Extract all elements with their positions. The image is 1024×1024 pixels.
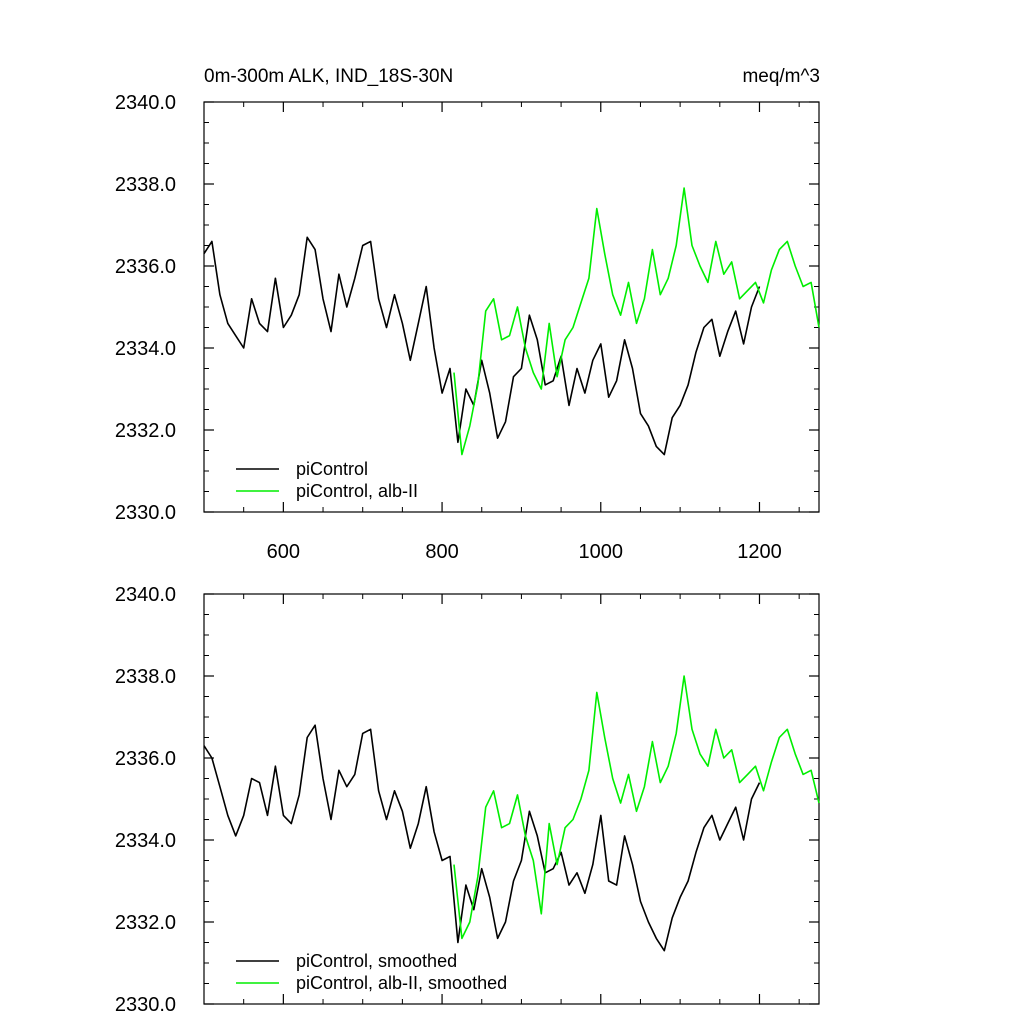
chart-title: 0m-300m ALK, IND_18S-30N bbox=[204, 66, 453, 87]
top-y-tick-label: 2338.0 bbox=[115, 174, 176, 196]
bottom-y-tick-label: 2334.0 bbox=[115, 830, 176, 852]
top-x-tick-label: 1200 bbox=[737, 541, 782, 563]
top-panel: 0m-300m ALK, IND_18S-30N meq/m^3 2330.0 2… bbox=[115, 66, 820, 563]
top-series-line-picontrol bbox=[203, 236, 761, 456]
bottom-y-tick-label: 2338.0 bbox=[115, 666, 176, 688]
units-label: meq/m^3 bbox=[742, 66, 820, 87]
bottom-y-tick-label: 2330.0 bbox=[115, 994, 176, 1016]
legend-label-picontrol-smoothed: piControl, smoothed bbox=[296, 951, 457, 971]
top-x-tick-label: 1000 bbox=[579, 541, 624, 563]
top-y-tick-label: 2330.0 bbox=[115, 502, 176, 524]
top-series-line-picontrol-alb-ii bbox=[453, 187, 820, 456]
top-y-tick-label: 2340.0 bbox=[115, 92, 176, 114]
top-y-tick-label: 2336.0 bbox=[115, 256, 176, 278]
legend-label-picontrol: piControl bbox=[296, 459, 368, 479]
top-plot-frame bbox=[203, 101, 820, 513]
bottom-y-tick-label: 2340.0 bbox=[115, 584, 176, 606]
bottom-y-tick-label: 2332.0 bbox=[115, 912, 176, 934]
bottom-legend: piControl, smoothed piControl, alb-II, s… bbox=[236, 951, 507, 993]
bottom-y-tick-label: 2336.0 bbox=[115, 748, 176, 770]
top-y-tick-label: 2334.0 bbox=[115, 338, 176, 360]
bottom-panel: 2330.0 2332.0 2334.0 2336.0 2338.0 2340.0 piC… bbox=[115, 584, 820, 1016]
bottom-series-line-picontrol-alb-ii-smoothed bbox=[453, 675, 820, 940]
legend-label-picontrol-alb-ii: piControl, alb-II bbox=[296, 481, 418, 501]
bottom-series-line-picontrol-smoothed bbox=[203, 724, 761, 952]
top-x-tick-label: 600 bbox=[267, 541, 300, 563]
top-legend: piControl piControl, alb-II bbox=[236, 459, 418, 501]
top-y-tick-label: 2332.0 bbox=[115, 420, 176, 442]
top-x-tick-label: 800 bbox=[425, 541, 458, 563]
legend-label-picontrol-alb-ii-smoothed: piControl, alb-II, smoothed bbox=[296, 973, 507, 993]
bottom-plot-frame bbox=[203, 593, 820, 1005]
